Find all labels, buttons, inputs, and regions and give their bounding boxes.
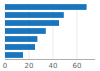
bar [5,36,37,42]
grid-line [53,3,54,59]
x-axis-line [5,59,95,60]
bars [5,4,87,58]
x-tick-label: 0 [3,62,7,70]
bar [5,44,35,50]
bar [5,28,46,34]
grid-line [77,3,78,59]
bar [5,12,64,18]
chart-container: 0 20 40 60 [0,0,100,71]
x-tick-label: 60 [73,62,82,70]
x-tick-labels: 0 20 40 60 [3,62,82,70]
bar [5,20,59,26]
bar [5,4,87,10]
x-tick-label: 40 [49,62,58,70]
chart: 0 20 40 60 [0,0,100,71]
bar [5,52,23,58]
x-tick-label: 20 [25,62,34,70]
grid [5,3,77,59]
